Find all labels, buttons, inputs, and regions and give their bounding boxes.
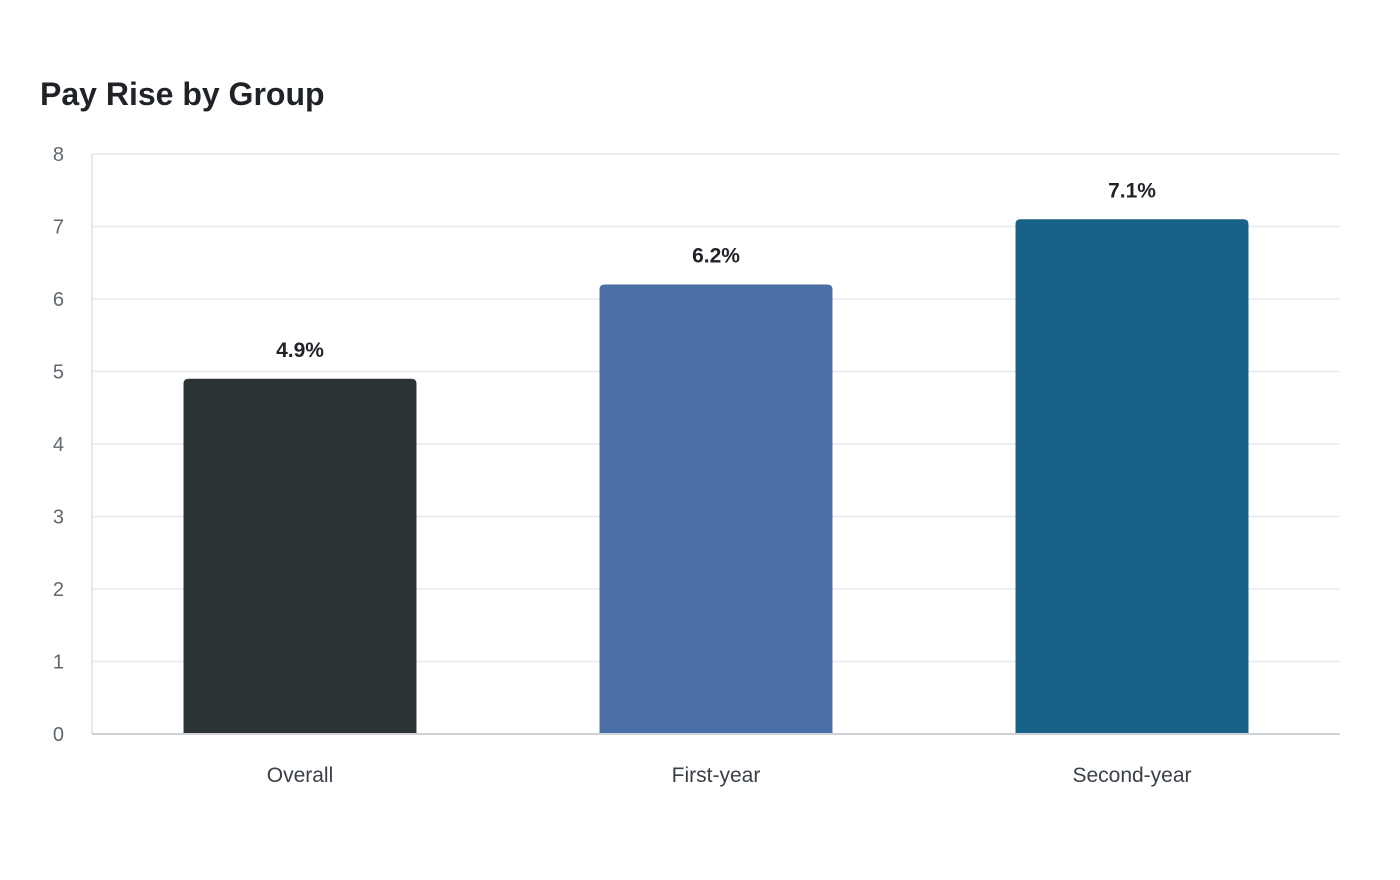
x-category-label: First-year (672, 764, 761, 787)
bars (183, 219, 1249, 733)
bar-value-label: 4.9% (276, 339, 324, 362)
y-tick-label: 2 (53, 579, 64, 601)
bar-value-label: 7.1% (1108, 179, 1156, 202)
chart-title: Pay Rise by Group (40, 76, 325, 112)
bar-overall (183, 378, 417, 733)
bar-first-year (599, 284, 833, 733)
y-tick-label: 5 (53, 362, 64, 384)
labels: 0 1 2 3 4 5 6 7 8 4.9% Overall 6.2% First-year 7.1% Se… (53, 144, 1192, 787)
y-tick-label: 1 (53, 652, 64, 674)
x-category-label: Overall (267, 764, 334, 787)
y-tick-label: 0 (53, 724, 64, 746)
bar-second-year (1015, 219, 1249, 733)
y-tick-label: 6 (53, 289, 64, 311)
y-tick-label: 8 (53, 144, 64, 166)
y-tick-label: 3 (53, 507, 64, 529)
bar-value-label: 6.2% (692, 245, 740, 268)
y-tick-label: 7 (53, 217, 64, 239)
x-category-label: Second-year (1072, 764, 1191, 787)
y-tick-label: 4 (53, 434, 64, 456)
axes (91, 154, 1340, 735)
